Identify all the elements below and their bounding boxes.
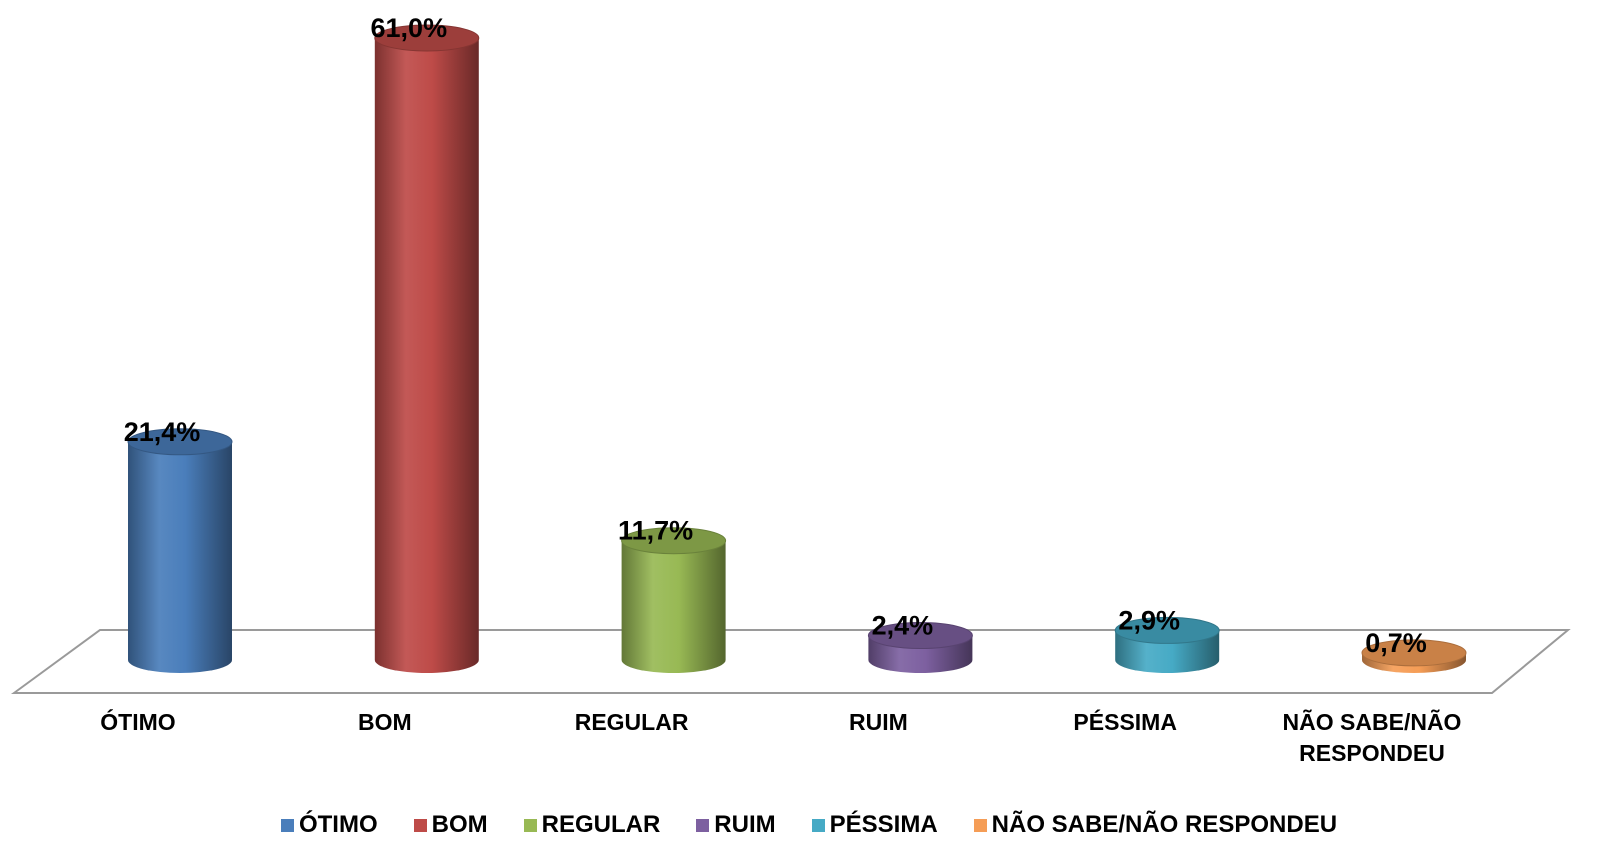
category-label: NÃO SABE/NÃO RESPONDEU	[1283, 708, 1462, 766]
legend-item: RUIM	[696, 811, 776, 839]
legend-label: NÃO SABE/NÃO RESPONDEU	[991, 811, 1338, 838]
data-label: 21,4%	[124, 417, 201, 447]
category-label: PÉSSIMA	[1073, 708, 1177, 735]
bar-top	[621, 527, 727, 555]
legend-label: PÉSSIMA	[829, 811, 938, 838]
bar-1	[374, 24, 480, 674]
legend-swatch	[413, 818, 427, 832]
data-label: 2,4%	[872, 611, 934, 641]
bars-layer	[127, 24, 1467, 674]
legend-item: NÃO SABE/NÃO RESPONDEU	[973, 811, 1338, 839]
legend-label: ÓTIMO	[298, 811, 378, 838]
bar-5	[1361, 639, 1467, 673]
bar-top	[1361, 639, 1467, 667]
bar-top	[1114, 616, 1220, 644]
legend-item: REGULAR	[523, 811, 661, 839]
bar-body	[128, 441, 232, 673]
bar-3	[867, 622, 973, 674]
legend-swatch	[811, 818, 825, 832]
chart-floor	[10, 629, 1571, 694]
category-label: RUIM	[849, 709, 908, 735]
legend-swatch	[973, 818, 987, 832]
data-label: 2,9%	[1118, 605, 1180, 635]
legend-label: BOM	[431, 811, 488, 838]
data-label: 0,7%	[1365, 628, 1427, 658]
bar-2	[621, 527, 727, 674]
legend-label: RUIM	[714, 811, 776, 838]
legend-label: REGULAR	[541, 811, 661, 838]
legend-swatch	[280, 818, 294, 832]
bar-body	[374, 38, 479, 674]
bar-0	[127, 428, 233, 673]
legend: ÓTIMO BOM REGULAR RUIM PÉSSIMA NÃO SABE/NÃO R…	[0, 811, 1618, 839]
category-label: ÓTIMO	[100, 708, 175, 735]
legend-item: PÉSSIMA	[811, 811, 938, 839]
data-label: 11,7%	[618, 516, 693, 546]
legend-swatch	[696, 818, 710, 832]
bar-top	[867, 622, 973, 650]
bar-body	[621, 540, 726, 674]
data-label: 61,0%	[371, 13, 448, 43]
legend-item: ÓTIMO	[280, 811, 378, 839]
bar-top	[374, 24, 480, 52]
bar-4	[1114, 616, 1220, 674]
category-label: REGULAR	[575, 709, 689, 735]
legend-item: BOM	[413, 811, 488, 839]
bar-chart: 21,4% ÓTIMO 61,0% BOM 11,7% REGULAR 2,4% RUIM 2,…	[10, 13, 1571, 766]
labels-layer: 21,4% ÓTIMO 61,0% BOM 11,7% REGULAR 2,4% RUIM 2,…	[100, 13, 1461, 766]
bar-top	[127, 428, 233, 456]
legend-swatch	[523, 818, 537, 832]
category-label: BOM	[358, 709, 412, 735]
